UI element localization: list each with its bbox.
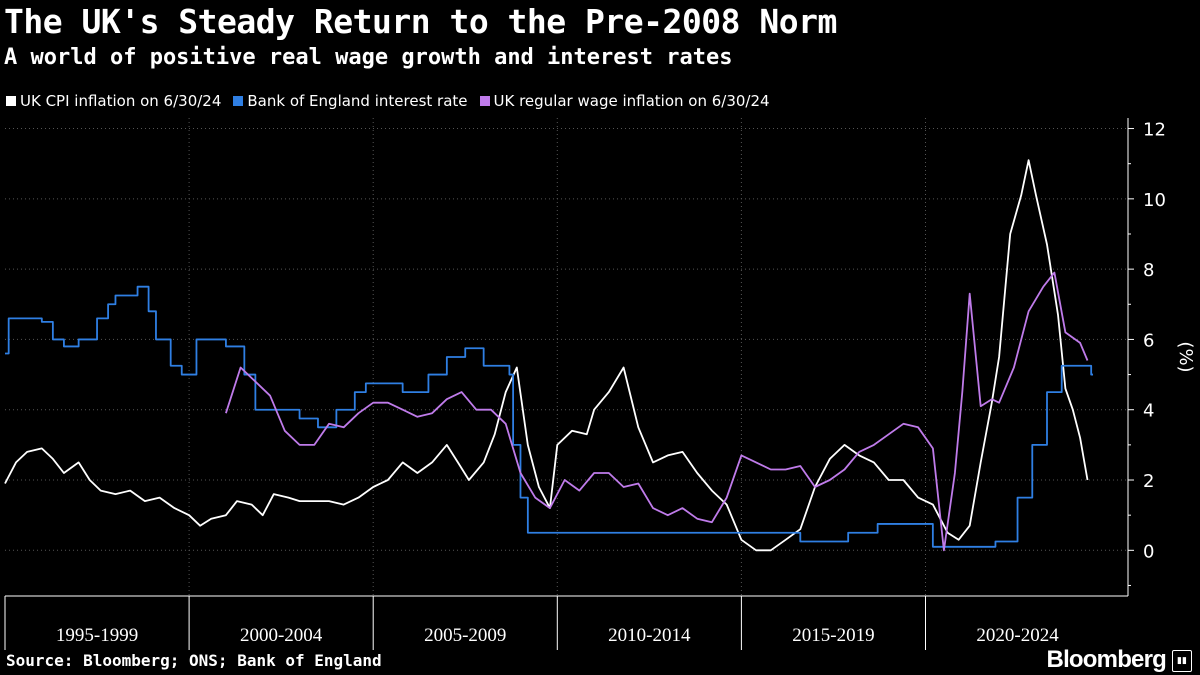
y-tick-label-10: 10	[1143, 190, 1166, 211]
chart-subtitle: A world of positive real wage growth and…	[4, 45, 733, 70]
legend-label-boe-rate: Bank of England interest rate	[247, 92, 468, 110]
bloomberg-logo: Bloomberg	[1046, 646, 1167, 673]
legend-label-cpi: UK CPI inflation on 6/30/24	[20, 92, 222, 110]
legend-swatch-cpi	[6, 96, 16, 106]
chart-title: The UK's Steady Return to the Pre-2008 N…	[4, 2, 837, 41]
x-period-label: 2020-2024	[976, 625, 1059, 646]
series-line-wage	[225, 271, 1089, 552]
x-period-label: 2015-2019	[792, 625, 874, 646]
legend-swatch-wage	[479, 96, 490, 106]
series-line-boe-rate	[5, 285, 1094, 548]
legend-swatch-boe-rate	[233, 96, 244, 106]
legend-item-cpi: UK CPI inflation on 6/30/24	[6, 92, 221, 110]
x-period-label: 2005-2009	[424, 625, 506, 646]
legend: UK CPI inflation on 6/30/24 Bank of Engl…	[6, 92, 770, 110]
source-note: Source: Bloomberg; ONS; Bank of England	[6, 651, 382, 670]
y-tick-label-8: 8	[1143, 260, 1154, 281]
x-period-label: 2000-2004	[240, 625, 323, 646]
y-tick-label-6: 6	[1143, 330, 1154, 351]
series-line-cpi	[4, 159, 1089, 552]
legend-label-wage: UK regular wage inflation on 6/30/24	[493, 92, 770, 110]
y-tick-label-2: 2	[1143, 471, 1154, 492]
y-axis-label: (%)	[1175, 341, 1196, 372]
bloomberg-terminal-icon: ▮▮	[1172, 650, 1192, 672]
y-tick-label-4: 4	[1143, 401, 1154, 422]
legend-item-boe-rate: Bank of England interest rate	[233, 92, 468, 110]
y-tick-label-0: 0	[1143, 541, 1154, 562]
y-tick-label-12: 12	[1143, 120, 1166, 141]
legend-item-wage: UK regular wage inflation on 6/30/24	[479, 92, 770, 110]
x-period-label: 2010-2014	[608, 625, 691, 646]
x-period-label: 1995-1999	[56, 625, 138, 646]
